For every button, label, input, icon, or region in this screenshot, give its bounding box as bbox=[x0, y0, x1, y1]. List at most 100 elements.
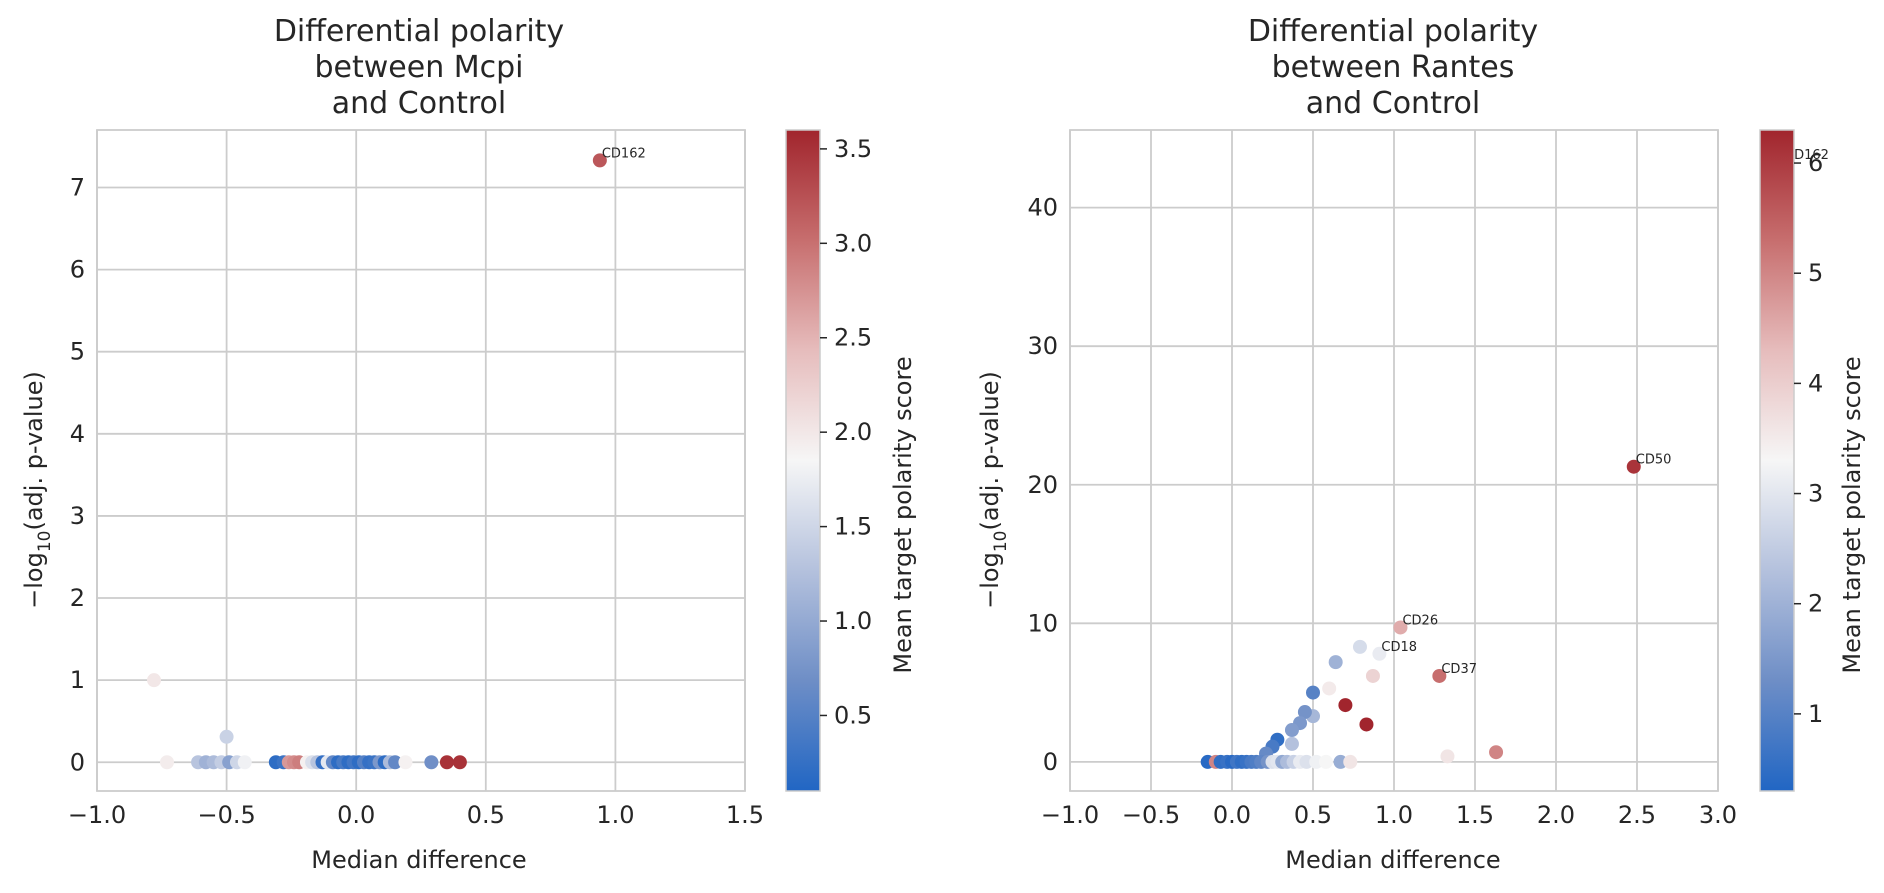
scatter-point bbox=[1626, 459, 1641, 474]
colorbar-tick-label: 6 bbox=[1808, 149, 1823, 177]
x-axis-label: Median difference bbox=[1285, 846, 1500, 874]
scatter-point bbox=[452, 755, 467, 770]
scatter-point bbox=[1432, 668, 1447, 683]
grid bbox=[96, 129, 746, 792]
scatter-point bbox=[1372, 646, 1387, 661]
point-annotation: CD162 bbox=[602, 146, 646, 161]
panel-title-line-2: between Rantes bbox=[1272, 50, 1515, 85]
x-tick-label: −1.0 bbox=[1041, 801, 1099, 829]
scatter-point bbox=[1489, 745, 1504, 760]
y-tick-label: 6 bbox=[70, 256, 85, 284]
scatter-point bbox=[1284, 736, 1299, 751]
x-tick-label: −1.0 bbox=[68, 801, 126, 829]
scatter-point bbox=[1306, 685, 1320, 700]
scatter-point bbox=[1440, 749, 1455, 764]
panel-title-line-2: between Mcpi bbox=[314, 50, 523, 85]
colorbar-tick-label: 1 bbox=[1808, 700, 1823, 728]
y-tick-label: 2 bbox=[70, 584, 85, 612]
x-tick-label: −0.5 bbox=[1122, 801, 1180, 829]
colorbar-tick-label: 1.0 bbox=[834, 607, 872, 635]
clipped-annotation: CD162 bbox=[1785, 148, 1829, 163]
scatter-point bbox=[1393, 620, 1408, 635]
y-tick-label: 1 bbox=[70, 666, 85, 694]
x-tick-label: 1.5 bbox=[1456, 801, 1494, 829]
panel-title-line-1: Differential polarity bbox=[1248, 14, 1538, 49]
colorbar-tick-label: 3 bbox=[1808, 480, 1823, 508]
x-tick-label: 2.0 bbox=[1537, 801, 1575, 829]
y-tick-label: 10 bbox=[1027, 609, 1058, 637]
point-annotation: CD37 bbox=[1441, 662, 1477, 677]
scatter-point bbox=[1359, 717, 1374, 732]
colorbar-tick-label: 2.5 bbox=[834, 324, 872, 352]
colorbar-gradient bbox=[1759, 129, 1795, 792]
x-tick-label: 2.5 bbox=[1618, 801, 1656, 829]
x-tick-label: 1.0 bbox=[1375, 801, 1413, 829]
panel-title-line-3: and Control bbox=[1306, 86, 1480, 121]
scatter-point bbox=[1309, 754, 1324, 769]
colorbar-tick-label: 3.0 bbox=[834, 229, 872, 257]
scatter-point bbox=[1343, 754, 1358, 769]
scatter-point bbox=[398, 755, 413, 770]
x-tick-label: 0.5 bbox=[1294, 801, 1332, 829]
scatter-points: CD162 bbox=[147, 146, 646, 770]
scatter-point bbox=[1299, 754, 1314, 769]
panel-title-line-1: Differential polarity bbox=[274, 14, 564, 49]
scatter-point bbox=[1318, 754, 1333, 769]
x-tick-label: 1.5 bbox=[726, 801, 764, 829]
scatter-point bbox=[1352, 639, 1367, 654]
x-tick-label: 0.0 bbox=[1213, 801, 1251, 829]
colorbar: CD162 1 2 3 4 5 6 bbox=[1759, 129, 1829, 792]
colorbar-tick-label: 4 bbox=[1808, 369, 1823, 397]
scatter-point bbox=[1338, 698, 1353, 713]
colorbar: 0.5 1.0 1.5 2.0 2.5 3.0 3.5 bbox=[785, 129, 872, 792]
colorbar-tick-label: 2 bbox=[1808, 590, 1823, 618]
scatter-points: CD50 CD26 CD18 CD37 bbox=[1200, 453, 1672, 769]
scatter-point bbox=[424, 755, 439, 770]
colorbar-tick-label: 2.0 bbox=[834, 418, 872, 446]
colorbar-tick-label: 1.5 bbox=[834, 513, 872, 541]
y-tick-label: 4 bbox=[70, 420, 85, 448]
y-tick-label: 30 bbox=[1027, 332, 1058, 360]
y-tick-label: 7 bbox=[70, 173, 85, 201]
x-tick-label: 3.0 bbox=[1699, 801, 1737, 829]
scatter-point bbox=[1284, 723, 1299, 738]
tick-labels: −1.0 −0.5 0.0 0.5 1.0 1.5 2.0 2.5 3.0 0 10 20 30 40 bbox=[1027, 194, 1737, 829]
scatter-point bbox=[237, 755, 252, 770]
scatter-point bbox=[219, 729, 234, 744]
scatter-point bbox=[592, 153, 607, 168]
y-tick-label: 0 bbox=[1043, 748, 1058, 776]
panel-title-line-3: and Control bbox=[332, 86, 506, 121]
x-tick-label: 1.0 bbox=[596, 801, 634, 829]
y-axis-label: −log10(adj. p-value) bbox=[20, 371, 55, 609]
scatter-point bbox=[1365, 668, 1380, 683]
y-tick-label: 0 bbox=[70, 748, 85, 776]
point-annotation: CD26 bbox=[1402, 613, 1438, 628]
x-axis-label: Median difference bbox=[311, 846, 526, 874]
scatter-point bbox=[1328, 655, 1343, 670]
x-tick-label: 0.5 bbox=[467, 801, 505, 829]
scatter-point bbox=[147, 673, 162, 688]
point-annotation: CD50 bbox=[1636, 453, 1672, 468]
colorbar-gradient bbox=[785, 129, 821, 792]
scatter-point bbox=[159, 755, 174, 770]
colorbar-label: Mean target polarity score bbox=[1838, 356, 1866, 673]
scatter-point bbox=[1333, 754, 1348, 769]
tick-labels: −1.0 −0.5 0.0 0.5 1.0 1.5 0 1 2 3 4 5 6 7 bbox=[68, 173, 764, 829]
scatter-point bbox=[1297, 705, 1312, 720]
y-axis-label: −log10(adj. p-value) bbox=[976, 371, 1011, 609]
y-tick-label: 40 bbox=[1027, 194, 1058, 222]
colorbar-tick-label: 0.5 bbox=[834, 701, 872, 729]
scatter-point bbox=[439, 755, 454, 770]
y-tick-label: 20 bbox=[1027, 471, 1058, 499]
x-tick-label: 0.0 bbox=[337, 801, 375, 829]
scatter-point bbox=[388, 755, 403, 770]
axes-frame bbox=[96, 129, 746, 792]
y-tick-label: 3 bbox=[70, 502, 85, 530]
x-tick-label: −0.5 bbox=[197, 801, 255, 829]
point-annotation: CD18 bbox=[1381, 640, 1417, 655]
panel-mcpi-vs-control: Differential polarity between Mcpi and C… bbox=[20, 14, 917, 874]
scatter-point bbox=[1322, 681, 1337, 696]
panel-rantes-vs-control: Differential polarity between Rantes and… bbox=[976, 14, 1866, 874]
colorbar-label: Mean target polarity score bbox=[889, 356, 917, 673]
